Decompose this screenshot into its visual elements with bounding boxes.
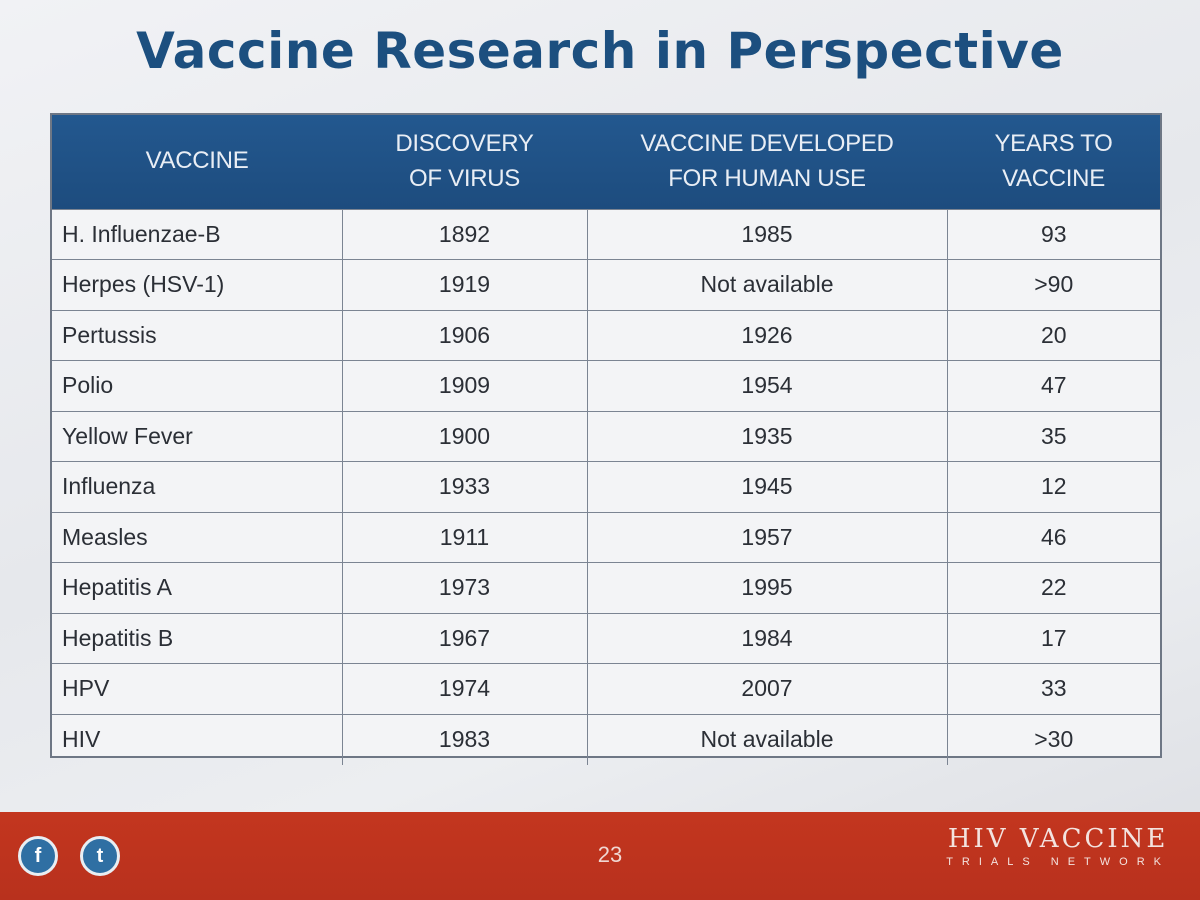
cell-developed: 1984 bbox=[587, 612, 948, 664]
cell-developed: 1935 bbox=[587, 410, 948, 462]
table-row: Pertussis 1906 1926 20 bbox=[52, 309, 1160, 361]
vaccine-table-container: VACCINE DISCOVERY OF VIRUS VACCINE DEVEL… bbox=[50, 113, 1162, 765]
cell-vaccine: HIV bbox=[52, 713, 343, 765]
table-row: HIV 1983 Not available >30 bbox=[52, 713, 1160, 765]
cell-years: 47 bbox=[947, 360, 1160, 411]
slide-footer: f t 23 HIV VACCINE TRIALS NETWORK bbox=[0, 812, 1200, 900]
header-vaccine: VACCINE bbox=[52, 115, 342, 209]
cell-years: >30 bbox=[947, 713, 1160, 765]
header-discovery-line1: DISCOVERY bbox=[395, 129, 534, 157]
cell-years: 93 bbox=[947, 208, 1160, 260]
slide-title: Vaccine Research in Perspective bbox=[136, 22, 1064, 80]
cell-vaccine: Yellow Fever bbox=[52, 410, 343, 462]
cell-developed: 1985 bbox=[587, 208, 948, 260]
vaccine-table: VACCINE DISCOVERY OF VIRUS VACCINE DEVEL… bbox=[52, 115, 1160, 765]
table-header-row: VACCINE DISCOVERY OF VIRUS VACCINE DEVEL… bbox=[52, 115, 1160, 209]
cell-vaccine: H. Influenzae-B bbox=[52, 208, 343, 260]
table-row: Yellow Fever 1900 1935 35 bbox=[52, 410, 1160, 462]
header-discovery: DISCOVERY OF VIRUS bbox=[342, 115, 587, 209]
cell-vaccine: Measles bbox=[52, 511, 343, 563]
cell-developed: 1945 bbox=[587, 461, 948, 512]
cell-discovery: 1933 bbox=[342, 461, 588, 512]
cell-discovery: 1919 bbox=[342, 259, 588, 310]
table-row: HPV 1974 2007 33 bbox=[52, 663, 1160, 714]
table-row: Herpes (HSV-1) 1919 Not available >90 bbox=[52, 259, 1160, 310]
table-row: Influenza 1933 1945 12 bbox=[52, 461, 1160, 512]
cell-discovery: 1909 bbox=[342, 360, 588, 411]
twitter-icon[interactable]: t bbox=[80, 836, 120, 876]
cell-discovery: 1967 bbox=[342, 612, 588, 664]
cell-developed: 1954 bbox=[587, 360, 948, 411]
cell-vaccine: Pertussis bbox=[52, 309, 343, 361]
cell-discovery: 1900 bbox=[342, 410, 588, 462]
cell-developed: 1957 bbox=[587, 511, 948, 563]
cell-years: 46 bbox=[947, 511, 1160, 563]
cell-years: 20 bbox=[947, 309, 1160, 361]
table-row: Hepatitis B 1967 1984 17 bbox=[52, 612, 1160, 664]
cell-discovery: 1973 bbox=[342, 562, 588, 613]
header-vaccine-line1: VACCINE bbox=[145, 147, 249, 175]
page-number: 23 bbox=[597, 842, 623, 867]
cell-developed: 2007 bbox=[587, 663, 948, 714]
cell-discovery: 1983 bbox=[342, 713, 588, 765]
header-discovery-line2: OF VIRUS bbox=[409, 164, 520, 192]
cell-years: 35 bbox=[947, 410, 1160, 462]
header-years: YEARS TO VACCINE bbox=[947, 115, 1160, 209]
cell-years: 17 bbox=[947, 612, 1160, 664]
header-developed-line2: FOR HUMAN USE bbox=[668, 164, 866, 192]
cell-vaccine: HPV bbox=[52, 663, 343, 714]
brand-sub-text: TRIALS NETWORK bbox=[946, 856, 1170, 868]
table-row: Measles 1911 1957 46 bbox=[52, 511, 1160, 563]
header-developed-line1: VACCINE DEVELOPED bbox=[640, 129, 894, 157]
cell-discovery: 1911 bbox=[342, 511, 588, 563]
cell-developed: Not available bbox=[587, 713, 948, 765]
cell-vaccine: Herpes (HSV-1) bbox=[52, 259, 343, 310]
cell-years: 22 bbox=[947, 562, 1160, 613]
cell-discovery: 1892 bbox=[342, 208, 588, 260]
cell-vaccine: Hepatitis A bbox=[52, 562, 343, 613]
cell-discovery: 1906 bbox=[342, 309, 588, 361]
cell-years: >90 bbox=[947, 259, 1160, 310]
table-row: Polio 1909 1954 47 bbox=[52, 360, 1160, 411]
cell-vaccine: Hepatitis B bbox=[52, 612, 343, 664]
table-row: H. Influenzae-B 1892 1985 93 bbox=[52, 208, 1160, 260]
brand-logo: HIV VACCINE TRIALS NETWORK bbox=[946, 824, 1170, 868]
header-years-line1: YEARS TO bbox=[994, 129, 1113, 157]
brand-main-text: HIV VACCINE bbox=[947, 824, 1169, 854]
cell-discovery: 1974 bbox=[342, 663, 588, 714]
cell-vaccine: Polio bbox=[52, 360, 343, 411]
cell-developed: Not available bbox=[587, 259, 948, 310]
cell-developed: 1995 bbox=[587, 562, 948, 613]
facebook-icon[interactable]: f bbox=[18, 836, 58, 876]
cell-vaccine: Influenza bbox=[52, 461, 343, 512]
cell-years: 33 bbox=[947, 663, 1160, 714]
cell-developed: 1926 bbox=[587, 309, 948, 361]
header-years-line2: VACCINE bbox=[1002, 164, 1105, 192]
table-row: Hepatitis A 1973 1995 22 bbox=[52, 562, 1160, 613]
header-developed: VACCINE DEVELOPED FOR HUMAN USE bbox=[587, 115, 947, 209]
cell-years: 12 bbox=[947, 461, 1160, 512]
